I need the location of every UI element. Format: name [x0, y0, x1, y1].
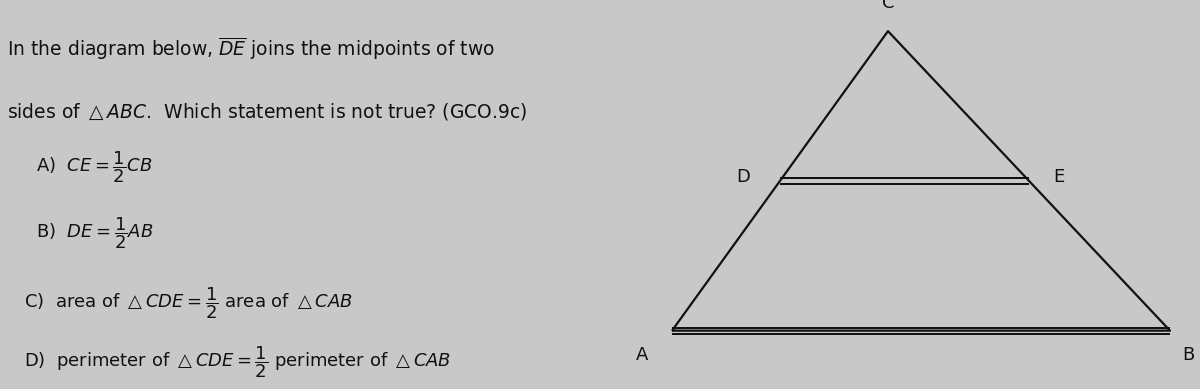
Text: In the diagram below, $\overline{DE}$ joins the midpoints of two: In the diagram below, $\overline{DE}$ jo…	[7, 35, 496, 61]
Text: sides of $\triangle ABC$.  Which statement is not true? (GCO.9c): sides of $\triangle ABC$. Which statemen…	[7, 101, 528, 122]
Text: A: A	[636, 346, 648, 364]
Text: D: D	[736, 168, 750, 186]
Text: A)  $CE = \dfrac{1}{2}CB$: A) $CE = \dfrac{1}{2}CB$	[36, 149, 152, 185]
Text: B)  $DE = \dfrac{1}{2}AB$: B) $DE = \dfrac{1}{2}AB$	[36, 216, 154, 251]
Text: C: C	[882, 0, 894, 12]
Text: E: E	[1054, 168, 1064, 186]
Text: D)  perimeter of $\triangle CDE = \dfrac{1}{2}$ perimeter of $\triangle CAB$: D) perimeter of $\triangle CDE = \dfrac{…	[24, 344, 451, 380]
Text: B: B	[1182, 346, 1194, 364]
Text: C)  area of $\triangle CDE = \dfrac{1}{2}$ area of $\triangle CAB$: C) area of $\triangle CDE = \dfrac{1}{2}…	[24, 286, 353, 321]
